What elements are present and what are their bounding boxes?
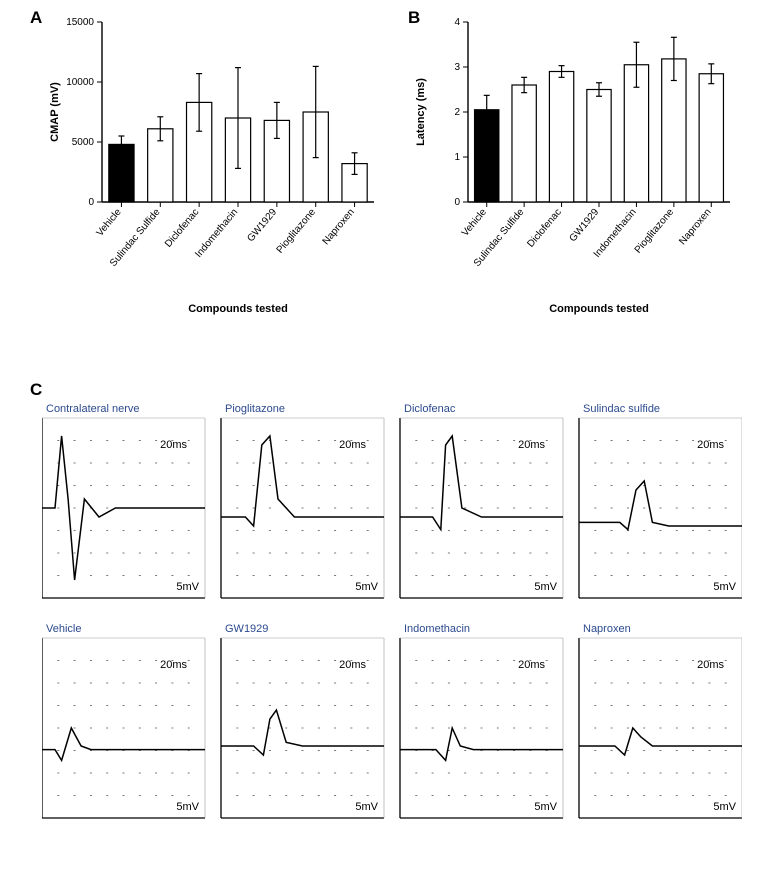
svg-text:20ms: 20ms — [160, 659, 187, 671]
svg-text:20ms: 20ms — [518, 439, 545, 451]
traces-panel: Contralateral nerve 20ms 5mV Pioglitazone 20… — [42, 400, 742, 870]
panel-label-c: C — [30, 380, 42, 400]
svg-text:Compounds tested: Compounds tested — [188, 303, 288, 315]
svg-text:2: 2 — [454, 107, 460, 118]
svg-text:GW1929: GW1929 — [568, 207, 602, 245]
svg-text:5mV: 5mV — [713, 801, 736, 813]
svg-text:Vehicle: Vehicle — [95, 207, 124, 239]
svg-text:Pioglitazone: Pioglitazone — [225, 403, 285, 415]
svg-text:1: 1 — [454, 152, 460, 163]
svg-text:10000: 10000 — [66, 77, 94, 88]
svg-text:5mV: 5mV — [713, 581, 736, 593]
svg-text:Pioglitazone: Pioglitazone — [633, 207, 677, 256]
svg-text:5mV: 5mV — [534, 801, 557, 813]
svg-text:5mV: 5mV — [176, 581, 199, 593]
svg-text:5mV: 5mV — [534, 581, 557, 593]
svg-text:Naproxen: Naproxen — [677, 207, 713, 247]
svg-text:Pioglitazone: Pioglitazone — [275, 207, 319, 256]
svg-text:0: 0 — [88, 197, 94, 208]
svg-text:Diclofenac: Diclofenac — [163, 207, 201, 250]
svg-text:Latency (ms): Latency (ms) — [415, 78, 427, 146]
svg-text:Sulindac sulfide: Sulindac sulfide — [583, 403, 660, 415]
svg-text:20ms: 20ms — [339, 659, 366, 671]
panel-label-a: A — [30, 8, 42, 28]
svg-text:5mV: 5mV — [355, 801, 378, 813]
svg-text:Naproxen: Naproxen — [583, 623, 631, 635]
svg-text:15000: 15000 — [66, 17, 94, 28]
svg-text:5mV: 5mV — [176, 801, 199, 813]
chart-a: 050001000015000CMAP (mV)VehicleSulindac … — [44, 12, 384, 342]
svg-text:Naproxen: Naproxen — [321, 207, 357, 247]
svg-text:Diclofenac: Diclofenac — [525, 207, 563, 250]
svg-text:20ms: 20ms — [697, 659, 724, 671]
svg-text:0: 0 — [454, 197, 460, 208]
svg-text:Contralateral nerve: Contralateral nerve — [46, 403, 140, 415]
svg-text:5000: 5000 — [72, 137, 95, 148]
svg-text:5mV: 5mV — [355, 581, 378, 593]
svg-text:20ms: 20ms — [160, 439, 187, 451]
svg-text:Vehicle: Vehicle — [46, 623, 81, 635]
svg-text:20ms: 20ms — [697, 439, 724, 451]
chart-b: 01234Latency (ms)VehicleSulindac Sulfide… — [410, 12, 740, 342]
svg-text:20ms: 20ms — [339, 439, 366, 451]
svg-text:20ms: 20ms — [518, 659, 545, 671]
svg-text:3: 3 — [454, 62, 460, 73]
svg-text:GW1929: GW1929 — [245, 207, 279, 245]
svg-text:Indomethacin: Indomethacin — [404, 623, 470, 635]
svg-text:CMAP (mV): CMAP (mV) — [49, 82, 61, 142]
svg-text:GW1929: GW1929 — [225, 623, 268, 635]
svg-text:Compounds tested: Compounds tested — [549, 303, 649, 315]
svg-text:4: 4 — [454, 17, 460, 28]
svg-text:Diclofenac: Diclofenac — [404, 403, 456, 415]
svg-text:Vehicle: Vehicle — [460, 207, 489, 239]
